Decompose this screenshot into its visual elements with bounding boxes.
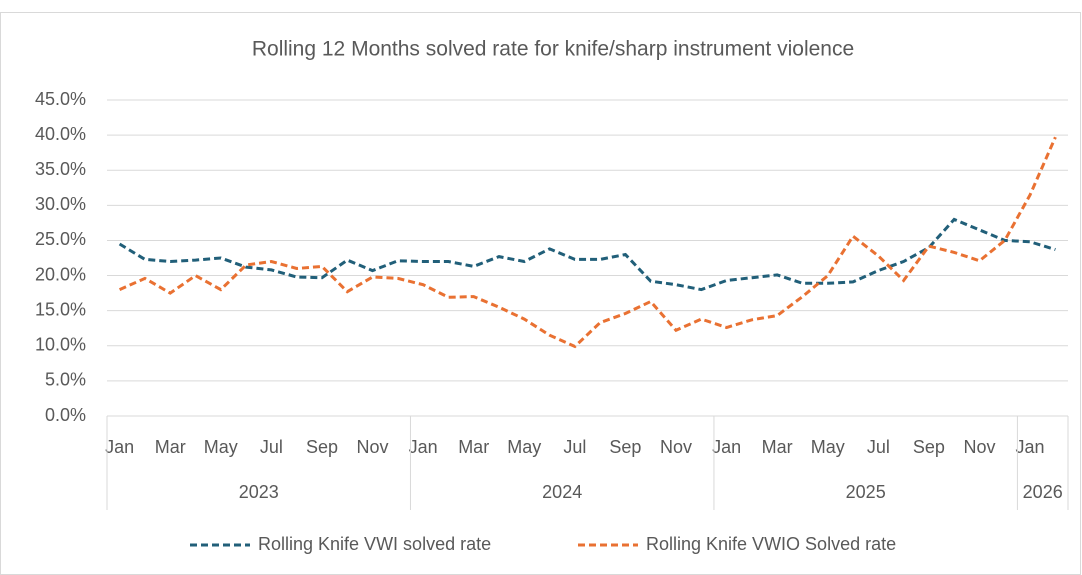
x-tick-label: Jul — [260, 437, 283, 457]
chart-border — [0, 12, 1081, 575]
x-tick-label: Sep — [609, 437, 641, 457]
year-label: 2026 — [1023, 482, 1063, 502]
y-tick-label: 0.0% — [45, 405, 86, 425]
year-label: 2024 — [542, 482, 582, 502]
x-tick-label: Jan — [1016, 437, 1045, 457]
x-tick-label: May — [204, 437, 238, 457]
x-tick-label: Mar — [762, 437, 793, 457]
x-tick-label: May — [811, 437, 845, 457]
legend-label: Rolling Knife VWI solved rate — [258, 534, 491, 554]
x-tick-label: Sep — [913, 437, 945, 457]
y-tick-label: 45.0% — [35, 89, 86, 109]
x-tick-label: Nov — [660, 437, 692, 457]
y-tick-label: 40.0% — [35, 124, 86, 144]
year-label: 2023 — [239, 482, 279, 502]
y-tick-label: 30.0% — [35, 194, 86, 214]
year-label: 2025 — [846, 482, 886, 502]
x-tick-label: Jan — [409, 437, 438, 457]
x-tick-label: Jan — [712, 437, 741, 457]
legend-label: Rolling Knife VWIO Solved rate — [646, 534, 896, 554]
x-tick-label: Mar — [458, 437, 489, 457]
y-tick-label: 25.0% — [35, 229, 86, 249]
y-tick-label: 5.0% — [45, 370, 86, 390]
y-tick-label: 35.0% — [35, 159, 86, 179]
x-tick-label: Jul — [867, 437, 890, 457]
x-tick-label: May — [507, 437, 541, 457]
x-tick-label: Sep — [306, 437, 338, 457]
x-tick-label: Nov — [963, 437, 995, 457]
series-line — [118, 136, 1057, 349]
y-tick-label: 10.0% — [35, 335, 86, 355]
chart-title: Rolling 12 Months solved rate for knife/… — [252, 38, 854, 61]
x-tick-label: Mar — [155, 437, 186, 457]
x-tick-label: Nov — [357, 437, 389, 457]
x-tick-label: Jul — [563, 437, 586, 457]
y-tick-label: 20.0% — [35, 264, 86, 284]
x-tick-label: Jan — [105, 437, 134, 457]
y-tick-label: 15.0% — [35, 299, 86, 319]
